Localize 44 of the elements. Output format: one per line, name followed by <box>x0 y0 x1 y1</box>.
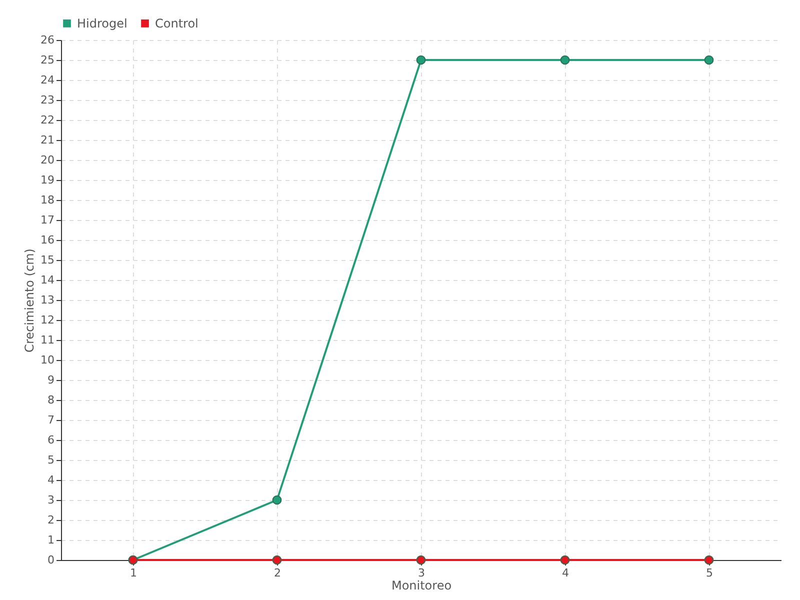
y-axis-title: Crecimiento (cm) <box>22 248 37 352</box>
x-tick-label: 2 <box>274 566 281 580</box>
point <box>272 555 282 565</box>
x-tick-label: 1 <box>130 566 137 580</box>
x-axis-title: Monitoreo <box>391 578 452 592</box>
y-tick-label: 4 <box>48 474 54 486</box>
y-tick-label: 14 <box>40 274 54 286</box>
legend-label: Hidrogel <box>77 16 128 30</box>
y-tick-label: 19 <box>40 174 54 186</box>
y-tick-label: 2 <box>48 514 54 526</box>
y-tick-label: 8 <box>48 394 54 406</box>
y-tick-label: 12 <box>40 314 54 326</box>
y-tick-label: 18 <box>40 194 54 206</box>
y-tick-label: 24 <box>40 74 54 86</box>
x-tick-label: 3 <box>418 566 425 580</box>
y-tick-label: 6 <box>48 434 54 446</box>
point <box>416 555 426 565</box>
y-tick-label: 22 <box>40 114 54 126</box>
y-tick-label: 13 <box>40 294 54 306</box>
y-tick-label: 7 <box>48 414 54 426</box>
y-tick-label: 23 <box>40 94 54 106</box>
x-tick-label: 5 <box>706 566 713 580</box>
y-tick-label: 5 <box>48 454 54 466</box>
y-tick-label: 26 <box>40 34 54 46</box>
y-tick-label: 3 <box>48 494 54 506</box>
y-tick-label: 10 <box>40 354 54 366</box>
y-tick-label: 17 <box>40 214 54 226</box>
y-tick-label: 21 <box>40 134 54 146</box>
y-tick-label: 0 <box>48 554 54 566</box>
x-tick-label: 4 <box>562 566 569 580</box>
y-tick-label: 16 <box>40 234 54 246</box>
y-tick-label: 9 <box>48 374 54 386</box>
y-tick-label: 15 <box>40 254 54 266</box>
point <box>416 55 426 65</box>
y-tick-label: 11 <box>40 334 54 346</box>
point <box>704 555 714 565</box>
point <box>560 55 570 65</box>
y-tick-label: 1 <box>48 534 54 546</box>
point <box>272 495 282 505</box>
y-tick-label: 20 <box>40 154 54 166</box>
point <box>704 55 714 65</box>
point <box>560 555 570 565</box>
legend-label: Control <box>155 16 198 30</box>
y-tick-label: 25 <box>40 54 54 66</box>
